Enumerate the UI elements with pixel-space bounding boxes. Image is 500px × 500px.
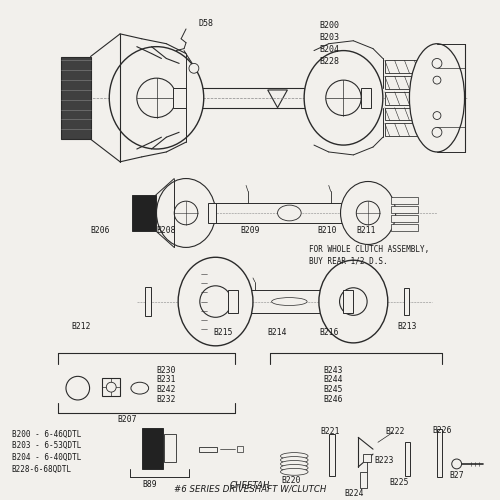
Text: B225: B225 <box>390 478 409 486</box>
Bar <box>361 88 371 108</box>
Bar <box>344 290 353 314</box>
Ellipse shape <box>326 80 361 116</box>
Bar <box>61 56 90 139</box>
Ellipse shape <box>280 464 308 471</box>
Bar <box>237 446 243 452</box>
Ellipse shape <box>178 258 253 346</box>
Text: #6 SERIES DRIVESHAFT W/CLUTCH: #6 SERIES DRIVESHAFT W/CLUTCH <box>174 484 326 494</box>
Text: CHEETAH: CHEETAH <box>230 480 270 490</box>
Bar <box>132 196 156 230</box>
Text: B228-6-68QDTL: B228-6-68QDTL <box>12 465 72 474</box>
Text: B244: B244 <box>324 376 344 384</box>
Text: B211: B211 <box>356 226 376 235</box>
Text: B246: B246 <box>324 395 344 404</box>
Ellipse shape <box>131 382 148 394</box>
Bar <box>385 124 422 136</box>
Ellipse shape <box>156 178 216 248</box>
Text: B223: B223 <box>374 456 394 465</box>
Ellipse shape <box>280 468 308 475</box>
Bar <box>228 290 238 314</box>
Ellipse shape <box>280 460 308 468</box>
Ellipse shape <box>432 58 442 68</box>
Ellipse shape <box>432 128 442 137</box>
Text: B214: B214 <box>268 328 287 337</box>
Ellipse shape <box>410 44 465 152</box>
Text: B243: B243 <box>324 366 344 374</box>
Bar <box>360 472 367 488</box>
Text: B230: B230 <box>156 366 176 374</box>
Bar <box>328 434 334 476</box>
Ellipse shape <box>278 205 301 221</box>
Text: B215: B215 <box>214 328 233 337</box>
Bar <box>173 88 186 108</box>
Ellipse shape <box>433 112 441 120</box>
Text: B210: B210 <box>317 226 336 235</box>
Text: B232: B232 <box>156 395 176 404</box>
Text: B203: B203 <box>319 33 339 42</box>
Text: B224: B224 <box>344 488 364 498</box>
Ellipse shape <box>280 452 308 460</box>
Bar <box>142 428 164 469</box>
Text: B204: B204 <box>319 44 339 54</box>
Bar <box>208 203 216 223</box>
Ellipse shape <box>433 76 441 84</box>
Text: B245: B245 <box>324 385 344 394</box>
Text: B222: B222 <box>386 426 406 436</box>
Bar <box>390 197 418 204</box>
Bar <box>385 92 422 104</box>
Text: B209: B209 <box>240 226 260 235</box>
Bar <box>385 76 422 89</box>
Bar <box>164 434 176 462</box>
Ellipse shape <box>304 50 383 145</box>
Text: B242: B242 <box>156 385 176 394</box>
Ellipse shape <box>174 201 198 225</box>
Bar <box>390 224 418 230</box>
Bar <box>363 454 371 462</box>
Bar <box>390 215 418 222</box>
Text: B206: B206 <box>90 226 110 235</box>
Text: D58: D58 <box>199 19 214 28</box>
Bar <box>199 447 216 452</box>
Text: B228: B228 <box>319 56 339 66</box>
Ellipse shape <box>319 260 388 343</box>
Ellipse shape <box>189 64 199 73</box>
Ellipse shape <box>356 201 380 225</box>
Bar <box>390 206 418 213</box>
Ellipse shape <box>66 376 90 400</box>
Text: B27: B27 <box>450 471 464 480</box>
Text: B226: B226 <box>432 426 452 434</box>
Text: B204 - 6-40QDTL: B204 - 6-40QDTL <box>12 453 81 462</box>
Bar <box>385 108 422 120</box>
Ellipse shape <box>280 456 308 464</box>
Text: B216: B216 <box>319 328 338 337</box>
Text: B200: B200 <box>319 21 339 30</box>
Text: FOR WHOLE CLUTCH ASSEMBLY,: FOR WHOLE CLUTCH ASSEMBLY, <box>309 246 430 254</box>
Text: B207: B207 <box>117 414 136 424</box>
Text: B212: B212 <box>71 322 90 331</box>
Text: B213: B213 <box>398 322 417 331</box>
Text: B220: B220 <box>282 476 301 484</box>
Bar <box>437 430 442 476</box>
Ellipse shape <box>340 288 367 316</box>
Ellipse shape <box>452 459 462 469</box>
Text: B200 - 6-46QDTL: B200 - 6-46QDTL <box>12 430 81 438</box>
Text: B89: B89 <box>142 480 157 488</box>
Text: B208: B208 <box>156 226 176 235</box>
Ellipse shape <box>137 78 176 118</box>
Text: B203 - 6-53QDTL: B203 - 6-53QDTL <box>12 442 81 450</box>
Bar <box>102 378 120 396</box>
Bar <box>144 287 150 316</box>
Text: BUY REAR 1/2 D.S.: BUY REAR 1/2 D.S. <box>309 256 388 266</box>
Bar <box>404 288 409 316</box>
Ellipse shape <box>200 286 232 318</box>
Ellipse shape <box>110 46 204 149</box>
Ellipse shape <box>106 382 116 392</box>
Ellipse shape <box>340 182 396 244</box>
Text: B221: B221 <box>321 426 340 436</box>
Bar <box>406 442 410 476</box>
Ellipse shape <box>272 298 307 306</box>
Text: B231: B231 <box>156 376 176 384</box>
Bar <box>385 60 422 73</box>
